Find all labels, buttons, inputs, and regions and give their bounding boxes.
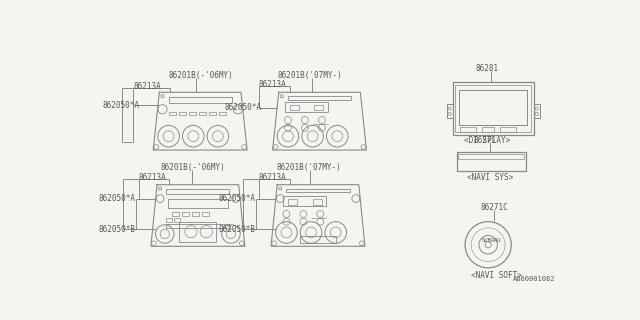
Text: 86213A: 86213A bbox=[259, 80, 287, 89]
Bar bbox=[482, 127, 494, 132]
Text: 862050*A: 862050*A bbox=[224, 103, 261, 112]
Text: <NAVI SYS>: <NAVI SYS> bbox=[467, 172, 514, 181]
Bar bbox=[168, 112, 175, 116]
Text: 86201B(-'06MY): 86201B(-'06MY) bbox=[160, 163, 225, 172]
Bar bbox=[166, 224, 230, 228]
Bar bbox=[288, 199, 297, 205]
Text: 86213A: 86213A bbox=[133, 82, 161, 91]
Text: <DI SPLAY>: <DI SPLAY> bbox=[463, 136, 510, 145]
Bar bbox=[189, 112, 196, 116]
Bar bbox=[198, 112, 205, 116]
Bar bbox=[166, 189, 230, 194]
Bar bbox=[285, 102, 328, 112]
Text: SUBARU: SUBARU bbox=[481, 238, 500, 243]
Bar bbox=[314, 105, 323, 110]
Bar bbox=[202, 212, 209, 215]
Bar bbox=[447, 104, 452, 118]
Text: 862050*B: 862050*B bbox=[219, 225, 255, 234]
Bar bbox=[219, 112, 225, 116]
Bar bbox=[455, 84, 531, 132]
Bar bbox=[179, 112, 186, 116]
Bar bbox=[287, 188, 349, 192]
Bar bbox=[179, 222, 216, 242]
Text: 86201B(-'06MY): 86201B(-'06MY) bbox=[168, 71, 234, 80]
Bar bbox=[458, 154, 524, 158]
Bar bbox=[288, 96, 351, 100]
Text: 86281: 86281 bbox=[476, 64, 499, 73]
Bar bbox=[460, 127, 476, 132]
Bar bbox=[168, 198, 228, 208]
Bar bbox=[168, 97, 232, 103]
Text: A860001082: A860001082 bbox=[513, 276, 556, 282]
Text: 862050*A: 862050*A bbox=[219, 194, 255, 203]
Text: 86213A: 86213A bbox=[259, 172, 287, 181]
Text: 862050*A: 862050*A bbox=[99, 194, 136, 203]
Bar bbox=[172, 212, 179, 215]
Bar bbox=[459, 90, 527, 125]
Text: 86213A: 86213A bbox=[139, 172, 166, 181]
Bar bbox=[174, 218, 180, 222]
Bar bbox=[500, 127, 516, 132]
Text: 862050*B: 862050*B bbox=[99, 225, 136, 234]
Bar bbox=[182, 212, 189, 215]
Bar bbox=[166, 218, 172, 222]
Text: 86201B('07MY-): 86201B('07MY-) bbox=[276, 163, 341, 172]
Bar bbox=[209, 112, 216, 116]
Text: 86201B('07MY-): 86201B('07MY-) bbox=[278, 71, 342, 80]
Bar bbox=[193, 212, 200, 215]
Bar bbox=[534, 104, 540, 118]
Bar bbox=[289, 105, 299, 110]
Text: 86271: 86271 bbox=[474, 136, 497, 145]
Bar bbox=[456, 152, 526, 171]
Bar bbox=[300, 236, 337, 243]
Text: 86271C: 86271C bbox=[481, 203, 508, 212]
Text: <NAVI SOFT>: <NAVI SOFT> bbox=[471, 271, 522, 280]
Bar bbox=[284, 196, 326, 206]
Text: 862050*A: 862050*A bbox=[102, 101, 140, 110]
Bar bbox=[452, 82, 534, 135]
Bar bbox=[312, 199, 322, 205]
